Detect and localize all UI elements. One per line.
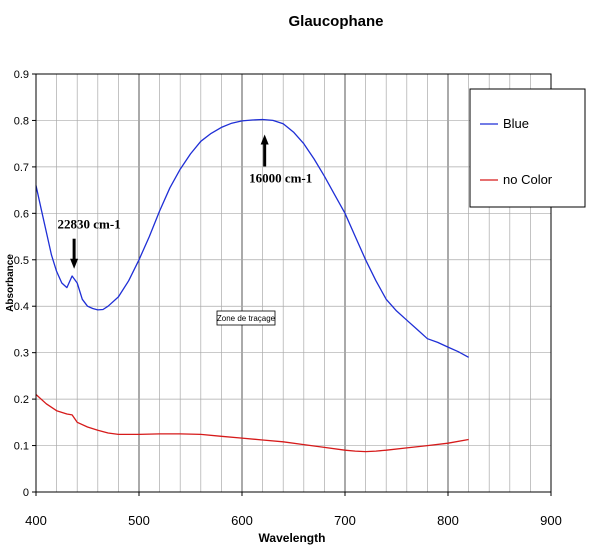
legend: Blue no Color bbox=[469, 88, 586, 208]
plot-area-frame bbox=[35, 73, 552, 493]
y-axis-label: Absorbance bbox=[5, 254, 16, 312]
y-tick-label: 0.8 bbox=[14, 115, 29, 127]
x-tick-label: 600 bbox=[231, 513, 253, 528]
x-tick-label: 400 bbox=[25, 513, 47, 528]
y-tick-label: 0.1 bbox=[14, 441, 29, 453]
y-tick-label: 0.9 bbox=[14, 69, 29, 81]
annotation-label-22830: 22830 cm-1 bbox=[58, 217, 121, 232]
y-tick-label: 0.7 bbox=[14, 162, 29, 174]
zone-label-text: Zone de traçage bbox=[217, 314, 276, 323]
annotation-label-16000: 16000 cm-1 bbox=[249, 170, 312, 185]
series-line-no-color bbox=[35, 394, 469, 453]
y-tick-label: 0 bbox=[23, 487, 29, 499]
annotation-arrowhead-22830 bbox=[70, 258, 79, 269]
annotation-arrowhead-16000 bbox=[260, 134, 269, 145]
x-tick-label: 700 bbox=[334, 513, 356, 528]
annotations: 22830 cm-1 16000 cm-1 bbox=[58, 134, 312, 269]
chart-title: Glaucophane bbox=[288, 13, 383, 30]
grid bbox=[36, 74, 551, 492]
x-tick-label: 900 bbox=[540, 513, 562, 528]
series-line-blue bbox=[35, 118, 469, 358]
x-axis-label: Wavelength bbox=[259, 531, 326, 545]
x-tick-label: 800 bbox=[437, 513, 459, 528]
zone-label: Zone de traçage bbox=[216, 310, 276, 326]
y-tick-label: 0.2 bbox=[14, 394, 29, 406]
x-tick-labels: 400 500 600 700 800 900 bbox=[25, 492, 562, 528]
legend-label-no-color: no Color bbox=[503, 172, 553, 187]
y-tick-label: 0.6 bbox=[14, 208, 29, 220]
y-tick-label: 0.4 bbox=[14, 301, 29, 313]
y-tick-label: 0.5 bbox=[14, 255, 29, 267]
x-tick-label: 500 bbox=[128, 513, 150, 528]
legend-label-blue: Blue bbox=[503, 116, 529, 131]
series-group bbox=[35, 118, 469, 453]
y-tick-label: 0.3 bbox=[14, 348, 29, 360]
y-tick-labels: 0 0.1 0.2 0.3 0.4 0.5 0.6 0.7 0.8 0.9 bbox=[14, 69, 36, 499]
